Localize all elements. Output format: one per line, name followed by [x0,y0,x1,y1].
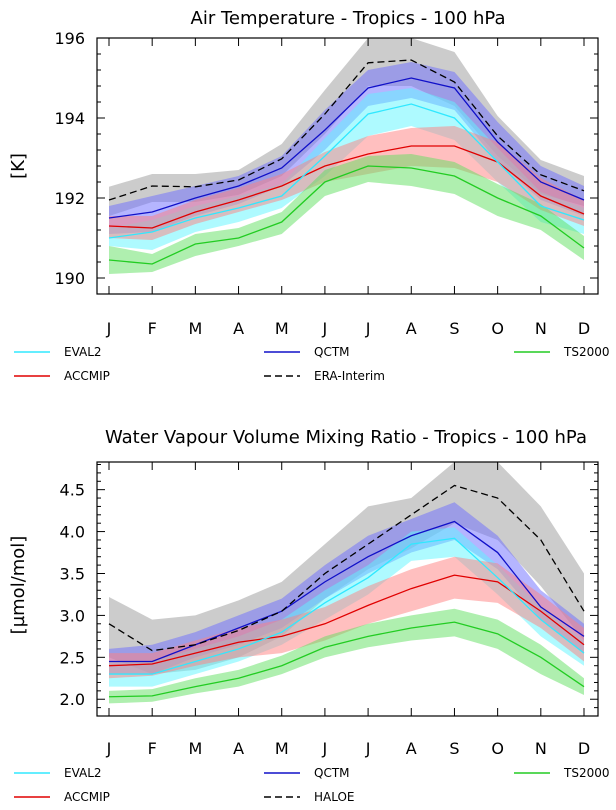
x-tick-label: A [406,319,417,338]
legend-label: TS2000 [563,766,610,780]
band-era-interim [109,38,584,216]
uncertainty-bands [109,462,584,704]
plot-frame [96,461,599,717]
legend-label: EVAL2 [64,766,102,780]
y-tick-label: 194 [54,109,85,128]
band-accmip [109,126,584,240]
water-vapour-panel: Water Vapour Volume Mixing Ratio - Tropi… [8,427,610,804]
legend-label: EVAL2 [64,345,102,359]
y-tick-label: 4.0 [60,523,85,542]
x-tick-label: S [449,739,459,758]
axis-ticks [97,37,598,295]
y-tick-label: 3.5 [60,564,85,583]
x-tick-label: J [106,739,112,758]
legend-label: ACCMIP [64,369,110,383]
x-tick-label: M [275,739,289,758]
x-tick-label: M [188,739,202,758]
x-tick-label: O [491,739,504,758]
x-tick-label: J [365,319,371,338]
chart-title: Water Vapour Volume Mixing Ratio - Tropi… [105,427,587,448]
series-line-qctm [109,520,585,663]
temperature-panel: Air Temperature - Tropics - 100 hPa [K] … [8,8,610,383]
x-tick-label: J [365,739,371,758]
legend: EVAL2 QCTM TS2000 ACCMIP HALOE [14,766,610,804]
series-line-ts2000 [108,165,585,265]
legend-label: QCTM [314,766,350,780]
legend: EVAL2 QCTM TS2000 ACCMIP ERA-Interim [14,345,610,383]
y-tick-label: 4.5 [60,481,85,500]
x-tick-label: D [578,319,590,338]
axis-ticks [97,462,598,717]
y-axis-label: [K] [8,153,29,179]
series-line-haloe [108,484,585,652]
legend-label: ERA-Interim [314,369,385,383]
y-tick-labels: 2.0 2.5 3.0 3.5 4.0 4.5 [60,481,85,710]
y-tick-label: 192 [54,189,85,208]
y-tick-label: 2.5 [60,648,85,667]
x-tick-label: J [322,739,328,758]
x-tick-label: D [578,739,590,758]
series-line-eval2 [109,537,585,675]
y-tick-label: 190 [54,269,85,288]
legend-label: HALOE [314,790,355,804]
series-line-accmip [108,574,585,667]
band-ts2000 [109,154,584,274]
legend-label: ACCMIP [64,790,110,804]
legend-label: QCTM [314,345,350,359]
x-tick-label: N [535,739,547,758]
x-tick-label: A [406,739,417,758]
series-line-accmip [108,145,585,229]
y-tick-labels: 190 192 194 196 [54,29,85,288]
series-line-eval2 [108,103,585,239]
x-tick-label: F [148,739,157,758]
series-line-ts2000 [108,621,585,698]
y-tick-label: 3.0 [60,606,85,625]
x-tick-label: A [233,739,244,758]
x-tick-label: A [233,319,244,338]
series-lines [108,484,585,698]
x-tick-label: S [449,319,459,338]
y-tick-label: 2.0 [60,690,85,709]
chart-title: Air Temperature - Tropics - 100 hPa [191,8,506,29]
x-tick-label: N [535,319,547,338]
x-tick-label: M [188,319,202,338]
y-axis-label: [µmol/mol] [8,536,29,635]
x-tick-label: F [148,319,157,338]
series-line-era-interim [108,59,585,201]
band-accmip [109,556,584,679]
y-tick-label: 196 [54,29,85,48]
series-line-qctm [108,77,585,219]
x-tick-label: O [491,319,504,338]
series-lines [108,59,585,265]
x-tick-label: M [275,319,289,338]
x-tick-label: J [106,319,112,338]
x-tick-label: J [322,319,328,338]
legend-label: TS2000 [563,345,610,359]
